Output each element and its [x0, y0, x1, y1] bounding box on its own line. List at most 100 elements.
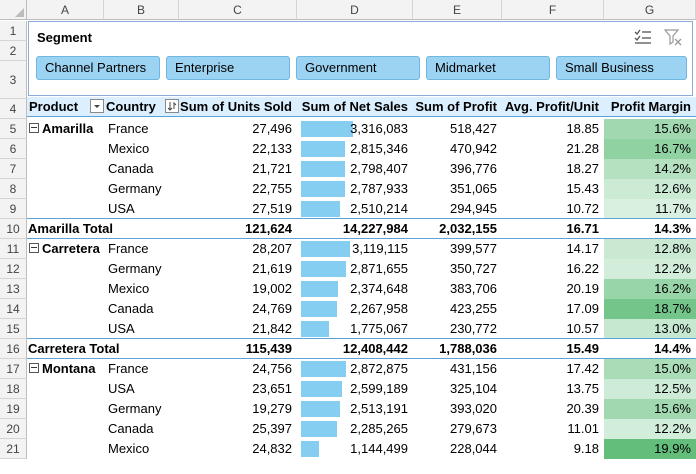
column-header-G[interactable]: G: [604, 0, 696, 20]
country-cell[interactable]: Mexico: [108, 281, 150, 296]
avg-profit-cell[interactable]: 17.42: [566, 361, 599, 376]
country-cell[interactable]: Germany: [108, 401, 162, 416]
avg-profit-cell[interactable]: 15.43: [566, 181, 599, 196]
country-cell[interactable]: Mexico: [108, 141, 150, 156]
country-cell[interactable]: France: [108, 241, 149, 256]
net-sales-cell[interactable]: 2,815,346: [297, 139, 413, 159]
avg-profit-cell[interactable]: 21.28: [566, 141, 599, 156]
avg-profit-cell[interactable]: 14.17: [566, 241, 599, 256]
margin-cell[interactable]: 19.9%: [604, 439, 696, 459]
row-header-9[interactable]: 9: [0, 199, 27, 219]
group-total-label[interactable]: Carretera Total: [28, 341, 120, 356]
units-cell[interactable]: 21,721: [252, 161, 292, 176]
margin-cell[interactable]: 12.6%: [604, 179, 696, 199]
total-profit-cell[interactable]: 1,788,036: [439, 341, 497, 356]
profit-cell[interactable]: 350,727: [450, 261, 497, 276]
profit-cell[interactable]: 228,044: [450, 441, 497, 456]
column-header-F[interactable]: F: [502, 0, 604, 20]
slicer-item-channel-partners[interactable]: Channel Partners: [36, 56, 160, 80]
avg-profit-cell[interactable]: 18.27: [566, 161, 599, 176]
row-header-19[interactable]: 19: [0, 399, 27, 419]
country-cell[interactable]: France: [108, 121, 149, 136]
slicer-item-small-business[interactable]: Small Business: [556, 56, 687, 80]
net-sales-cell[interactable]: 2,872,875: [297, 359, 413, 379]
row-header-16[interactable]: 16: [0, 339, 27, 359]
units-cell[interactable]: 22,133: [252, 141, 292, 156]
row-header-21[interactable]: 21: [0, 439, 27, 459]
profit-cell[interactable]: 325,104: [450, 381, 497, 396]
product-group-header[interactable]: Carretera: [29, 239, 106, 259]
net-sales-cell[interactable]: 2,510,214: [297, 199, 413, 219]
avg-profit-cell[interactable]: 10.72: [566, 201, 599, 216]
margin-cell[interactable]: 12.2%: [604, 419, 696, 439]
margin-cell[interactable]: 15.6%: [604, 399, 696, 419]
collapse-icon[interactable]: [29, 363, 39, 373]
units-cell[interactable]: 23,651: [252, 381, 292, 396]
segment-slicer[interactable]: Segment Channel Partners Enterprise Governm…: [28, 21, 693, 96]
row-header-17[interactable]: 17: [0, 359, 27, 379]
row-header-7[interactable]: 7: [0, 159, 27, 179]
profit-cell[interactable]: 393,020: [450, 401, 497, 416]
clear-filter-icon[interactable]: [663, 28, 683, 46]
row-header-11[interactable]: 11: [0, 239, 27, 259]
units-cell[interactable]: 28,207: [252, 241, 292, 256]
total-margin-cell[interactable]: 14.4%: [654, 341, 691, 356]
total-avg-profit-cell[interactable]: 16.71: [566, 221, 599, 236]
country-cell[interactable]: Canada: [108, 301, 154, 316]
country-cell[interactable]: USA: [108, 381, 135, 396]
margin-cell[interactable]: 13.0%: [604, 319, 696, 339]
total-margin-cell[interactable]: 14.3%: [654, 221, 691, 236]
row-header-8[interactable]: 8: [0, 179, 27, 199]
column-header-B[interactable]: B: [104, 0, 179, 20]
column-header-D[interactable]: D: [297, 0, 413, 20]
net-sales-cell[interactable]: 3,316,083: [297, 119, 413, 139]
row-header-4[interactable]: 4: [0, 99, 27, 119]
units-cell[interactable]: 22,755: [252, 181, 292, 196]
units-cell[interactable]: 27,519: [252, 201, 292, 216]
select-all-corner[interactable]: [0, 0, 27, 20]
net-sales-cell[interactable]: 2,374,648: [297, 279, 413, 299]
net-sales-cell[interactable]: 2,871,655: [297, 259, 413, 279]
avg-profit-cell[interactable]: 10.57: [566, 321, 599, 336]
avg-profit-cell[interactable]: 20.19: [566, 281, 599, 296]
units-cell[interactable]: 25,397: [252, 421, 292, 436]
net-sales-cell[interactable]: 2,787,933: [297, 179, 413, 199]
margin-cell[interactable]: 16.2%: [604, 279, 696, 299]
units-cell[interactable]: 19,002: [252, 281, 292, 296]
product-group-header[interactable]: Montana: [29, 359, 106, 379]
row-header-10[interactable]: 10: [0, 219, 27, 239]
total-net-sales-cell[interactable]: 12,408,442: [342, 341, 408, 356]
units-cell[interactable]: 21,842: [252, 321, 292, 336]
country-cell[interactable]: Germany: [108, 261, 162, 276]
units-cell[interactable]: 24,832: [252, 441, 292, 456]
slicer-item-midmarket[interactable]: Midmarket: [426, 56, 550, 80]
product-filter-dropdown[interactable]: [90, 99, 104, 113]
net-sales-cell[interactable]: 1,775,067: [297, 319, 413, 339]
avg-profit-cell[interactable]: 16.22: [566, 261, 599, 276]
profit-cell[interactable]: 518,427: [450, 121, 497, 136]
country-cell[interactable]: Canada: [108, 421, 154, 436]
row-header-18[interactable]: 18: [0, 379, 27, 399]
profit-cell[interactable]: 423,255: [450, 301, 497, 316]
total-profit-cell[interactable]: 2,032,155: [439, 221, 497, 236]
profit-cell[interactable]: 351,065: [450, 181, 497, 196]
avg-profit-cell[interactable]: 17.09: [566, 301, 599, 316]
column-header-A[interactable]: A: [27, 0, 104, 20]
collapse-icon[interactable]: [29, 123, 39, 133]
slicer-item-government[interactable]: Government: [296, 56, 420, 80]
column-header-C[interactable]: C: [179, 0, 297, 20]
avg-profit-cell[interactable]: 11.01: [567, 421, 599, 436]
row-header-1[interactable]: 1: [0, 21, 27, 41]
net-sales-cell[interactable]: 2,513,191: [297, 399, 413, 419]
units-cell[interactable]: 21,619: [252, 261, 292, 276]
multi-select-icon[interactable]: [633, 28, 653, 46]
net-sales-cell[interactable]: 2,285,265: [297, 419, 413, 439]
net-sales-cell[interactable]: 2,267,958: [297, 299, 413, 319]
margin-cell[interactable]: 15.0%: [604, 359, 696, 379]
collapse-icon[interactable]: [29, 243, 39, 253]
margin-cell[interactable]: 18.7%: [604, 299, 696, 319]
profit-cell[interactable]: 383,706: [450, 281, 497, 296]
units-cell[interactable]: 24,756: [252, 361, 292, 376]
margin-cell[interactable]: 15.6%: [604, 119, 696, 139]
total-units-cell[interactable]: 115,439: [245, 341, 292, 356]
